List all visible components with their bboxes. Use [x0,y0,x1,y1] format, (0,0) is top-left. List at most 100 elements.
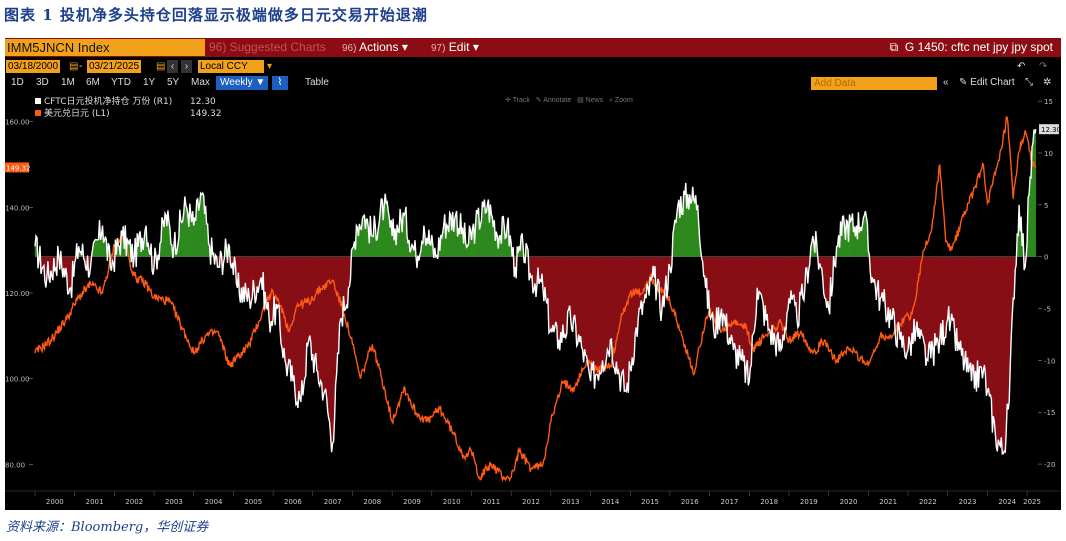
positive-fill-area [376,238,378,257]
negative-fill-area [311,256,313,361]
negative-fill-area [416,256,419,269]
positive-fill-area [174,231,177,257]
negative-fill-area [636,256,639,337]
start-date-input[interactable]: 03/18/2000 [6,60,61,73]
positive-fill-area [677,199,680,257]
undo-icon[interactable]: ↶ [1017,61,1026,72]
negative-fill-area [344,256,346,311]
zoom-tool[interactable]: ⌕ Zoom [609,97,633,104]
negative-fill-area [764,256,767,321]
negative-fill-area [1006,256,1008,433]
edit-chart-button[interactable]: ✎ Edit Chart [959,76,1015,90]
negative-fill-area [876,256,878,300]
positive-fill-area [1031,142,1034,257]
annotate-tool[interactable]: ✎ Annotate [535,97,572,104]
negative-fill-area [928,256,931,345]
negative-fill-area [732,256,734,351]
positive-fill-area [509,235,511,257]
negative-fill-area [552,256,555,333]
track-tool[interactable]: ✛ Track [505,97,530,104]
period-toolbar: 1D 3D 1M 6M YTD 1Y 5Y Max Weekly ▼ ⌇ Tab… [5,76,1061,91]
positive-fill-area [1025,242,1028,257]
left-last-value-tag [5,162,29,173]
positive-fill-area [844,225,846,257]
positive-fill-area [100,235,102,257]
negative-fill-area [651,256,654,278]
negative-fill-area [153,256,155,268]
negative-fill-area [68,256,70,294]
negative-fill-area [235,256,237,284]
redo-icon[interactable]: ↷ [1039,61,1048,72]
prev-arrow-icon[interactable]: ‹ [167,60,178,73]
news-tool[interactable]: ▤ News [577,97,604,104]
period-button[interactable]: Max [191,77,210,88]
negative-fill-area [994,256,996,433]
left-last-value-text: 149.32 [6,164,31,172]
negative-fill-area [891,256,894,319]
negative-fill-area [790,256,793,300]
dropdown-icon[interactable]: ▾ [267,61,273,72]
negative-fill-area [760,256,762,295]
positive-fill-area [843,216,845,257]
external-link-icon[interactable]: ⧉ [889,40,899,54]
negative-fill-area [335,256,337,385]
end-date-input[interactable]: 03/21/2025 [87,60,142,73]
negative-fill-area [974,256,976,389]
currency-select[interactable]: Local CCY [198,60,264,73]
negative-fill-area [910,256,913,356]
positive-fill-area [695,195,697,257]
negative-fill-area [533,256,536,290]
positive-fill-area [386,201,389,257]
negative-fill-area [287,256,290,366]
period-button[interactable]: 1D [11,77,24,88]
resize-icon[interactable]: ⤡ [1025,77,1033,88]
period-button[interactable]: 5Y [167,77,180,88]
period-button[interactable]: 1Y [143,77,156,88]
negative-fill-area [70,256,72,298]
positive-fill-area [690,200,692,257]
positive-fill-area [451,211,453,257]
negative-fill-area [1002,256,1004,455]
positive-fill-area [420,240,423,257]
next-arrow-icon[interactable]: › [181,60,192,73]
negative-fill-area [635,256,637,335]
frequency-select[interactable]: Weekly ▼ [216,76,268,90]
calendar-icon[interactable]: ▤ [156,61,166,72]
settings-gear-icon[interactable]: ✲ [1043,77,1052,88]
calendar-icon[interactable]: ▤ [69,61,79,72]
positive-fill-area [447,226,449,257]
negative-fill-area [717,256,719,335]
positive-fill-area [192,211,194,257]
period-button[interactable]: 1M [61,77,75,88]
positive-fill-area [1027,194,1030,257]
table-button[interactable]: Table [305,77,329,88]
period-button[interactable]: 6M [86,77,100,88]
legend-entry-positioning: CFTC日元投机净持仓 万份 (R1) 12.30 [35,96,216,108]
negative-fill-area [624,256,626,392]
negative-fill-area [709,256,711,319]
edit-menu[interactable]: 97) Edit ▾ [431,39,479,56]
actions-menu[interactable]: 96) Actions ▾ [342,39,408,56]
positive-fill-area [516,246,519,257]
period-button[interactable]: 3D [36,77,49,88]
collapse-icon[interactable]: « [943,77,949,88]
ticker-field[interactable]: IMM5JNCN Index [5,39,205,56]
period-button[interactable]: YTD [111,77,131,88]
suggested-charts-button[interactable]: 96) Suggested Charts [209,40,326,54]
negative-fill-area [577,256,579,344]
negative-fill-area [826,256,828,308]
positive-fill-area [190,214,192,257]
positive-fill-area [351,247,353,257]
negative-fill-area [742,256,744,362]
positive-fill-area [144,225,147,257]
negative-fill-area [800,256,803,296]
negative-fill-area [276,256,279,309]
positive-fill-area [680,196,683,257]
add-data-input[interactable]: Add Data [811,77,937,90]
positive-fill-area [435,255,437,257]
negative-fill-area [273,256,276,326]
x-axis-label: 2000 [46,498,64,506]
line-chart-icon[interactable]: ⌇ [272,76,288,90]
negative-fill-area [299,256,302,402]
positive-fill-area [108,243,110,257]
